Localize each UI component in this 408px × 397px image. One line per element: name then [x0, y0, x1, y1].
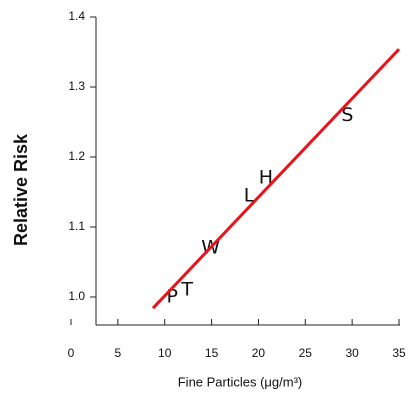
y-tick-label: 1.4: [68, 9, 85, 23]
fit-line: [151, 48, 401, 310]
y-axis-label: Relative Risk: [11, 133, 31, 246]
x-tick-label: 30: [345, 346, 359, 360]
x-tick-label: 5: [115, 346, 122, 360]
x-tick-label: 35: [392, 346, 406, 360]
x-tick-label: 15: [205, 346, 219, 360]
y-tick-label: 1.3: [68, 79, 85, 93]
x-tick-label: 20: [252, 346, 266, 360]
y-tick-label: 1.1: [68, 219, 85, 233]
point-label: P: [166, 286, 177, 308]
point-label: L: [244, 185, 255, 207]
x-tick-label: 10: [158, 346, 172, 360]
point-label: T: [180, 279, 193, 301]
y-tick-label: 1.0: [68, 289, 85, 303]
x-axis-label: Fine Particles (μg/m³): [178, 374, 303, 389]
point-label: S: [341, 104, 353, 126]
x-tick-label: 0: [68, 346, 75, 360]
x-tick-label: 25: [299, 346, 313, 360]
y-tick-label: 1.2: [68, 149, 85, 163]
point-label: H: [259, 167, 273, 189]
